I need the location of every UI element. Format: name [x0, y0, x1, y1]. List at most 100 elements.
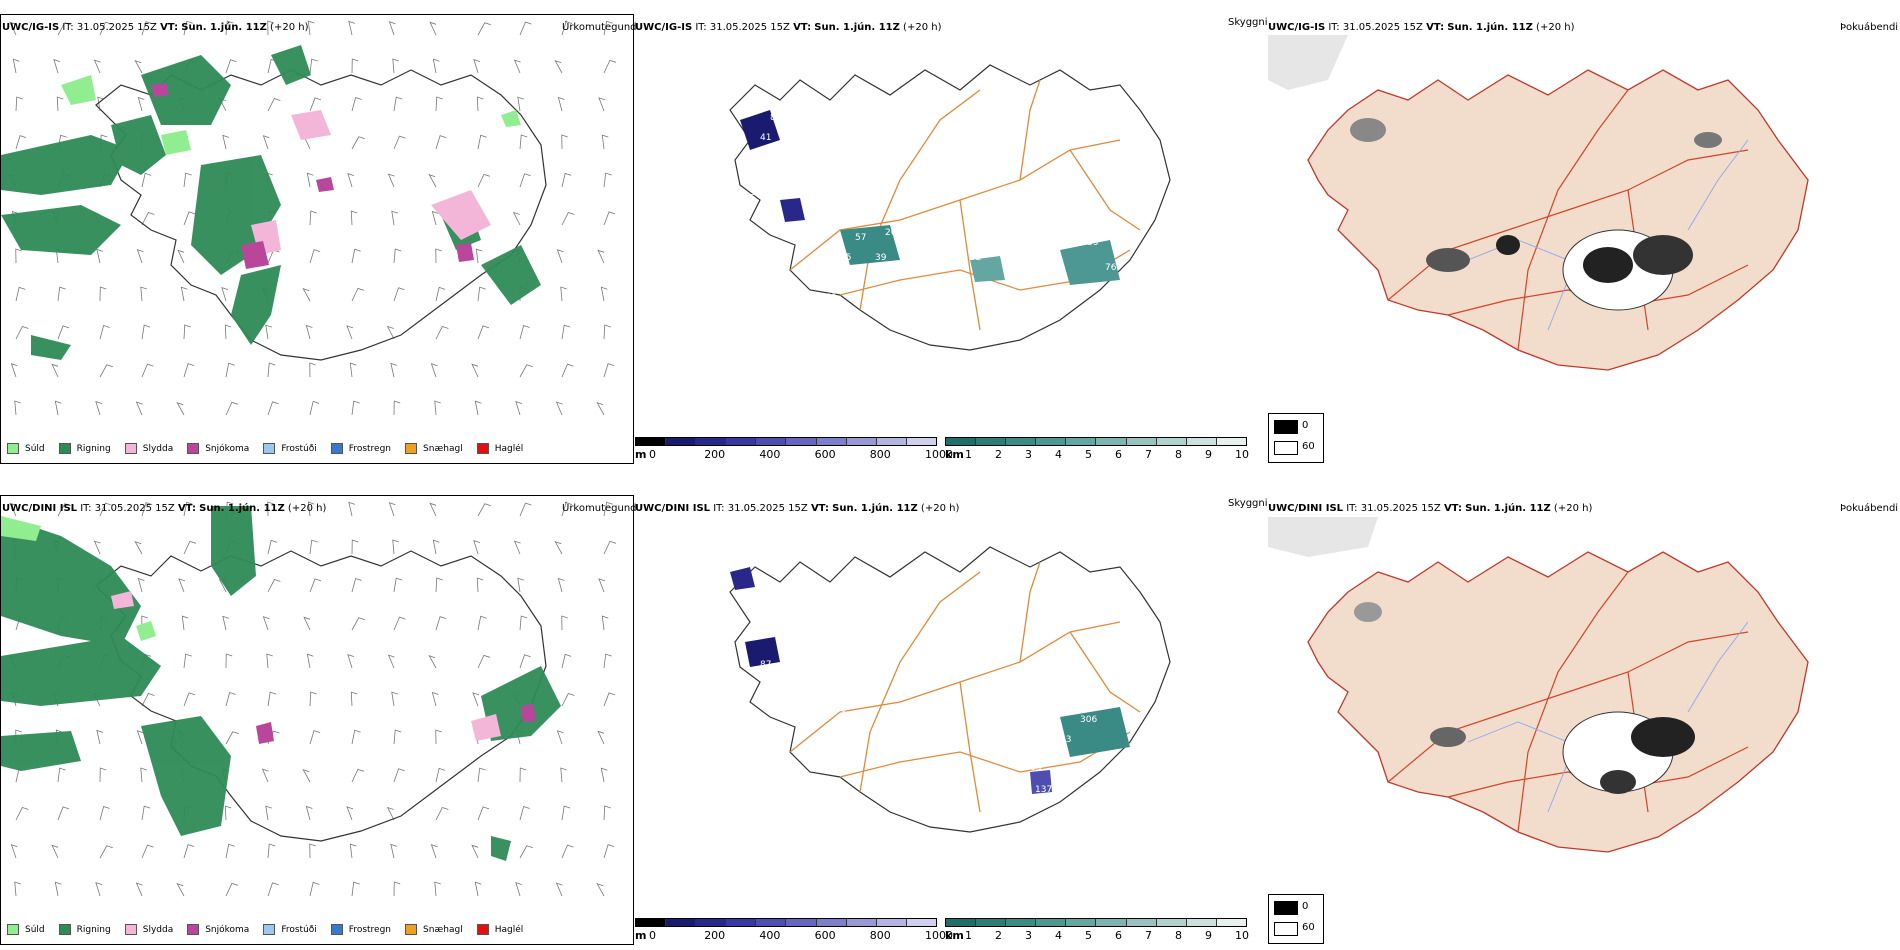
wind-barb: [519, 845, 533, 859]
wind-barb: [309, 578, 322, 593]
wind-barb: [477, 767, 486, 783]
wind-barb: [267, 579, 281, 593]
fog-legend-max: 60: [1302, 441, 1315, 452]
wind-barb: [51, 363, 59, 378]
wind-barb: [14, 881, 21, 897]
wind-barb: [515, 881, 523, 897]
colorbar-tick: 6: [1115, 448, 1122, 461]
wind-barb: [560, 767, 567, 783]
legend-label: Snæhagl: [423, 443, 463, 454]
colorbar-tick: 200: [704, 929, 726, 942]
wind-barb: [225, 401, 239, 416]
visibility-value-label: 306: [1080, 715, 1097, 725]
legend-label: Snjókoma: [205, 924, 250, 935]
valid-time: Sun. 1.jún. 11Z: [1447, 22, 1533, 33]
wind-barb: [429, 21, 437, 36]
wind-barb: [512, 211, 521, 226]
wind-barb: [603, 540, 617, 555]
colorbar-tick: 1: [965, 929, 972, 942]
wind-barb: [303, 616, 311, 631]
wind-barb: [603, 805, 611, 821]
wind-barb: [351, 617, 365, 631]
wind-barb: [435, 248, 442, 264]
wind-barb: [603, 501, 613, 517]
legend-item: Frostregn: [330, 924, 391, 935]
wind-barb: [351, 400, 360, 416]
wind-barb: [434, 881, 441, 897]
init-time: IT: 31.05.2025 15Z: [1328, 22, 1423, 33]
wind-barb: [476, 577, 484, 593]
wind-barb: [183, 20, 193, 36]
visibility-value-label: 32: [750, 188, 761, 198]
wind-barb: [386, 806, 395, 821]
legend-label: Slydda: [142, 443, 174, 454]
rain-areas: [1, 506, 561, 861]
wind-barb: [561, 653, 572, 669]
fog-legend-max: 60: [1302, 922, 1315, 933]
wind-barb: [603, 211, 616, 226]
wind-barb: [309, 210, 317, 226]
legend-swatch: [7, 924, 19, 935]
colorbar-tick: 200: [704, 448, 726, 461]
wind-barb: [309, 249, 321, 264]
wind-barb: [393, 287, 405, 302]
wind-barb: [391, 691, 398, 707]
init-time: IT: 31.05.2025 15Z: [713, 503, 808, 514]
wind-barb: [597, 249, 605, 264]
wind-barb: [600, 767, 608, 783]
wind-barb: [561, 324, 571, 340]
wind-barb: [96, 248, 103, 264]
wind-barb: [472, 692, 480, 707]
wind-barb: [267, 501, 274, 517]
wind-barb: [95, 400, 103, 416]
wind-barb: [266, 653, 273, 669]
wind-barb: [99, 767, 107, 783]
precip-map-top: [1, 20, 617, 416]
wind-barb: [428, 655, 437, 669]
wind-barb: [183, 692, 196, 707]
wind-barb: [9, 502, 17, 517]
colorbar-tick: 400: [759, 929, 781, 942]
wind-barb: [351, 729, 361, 745]
wind-barb: [393, 400, 401, 416]
wind-barb: [350, 210, 358, 226]
wind-barb: [99, 286, 107, 302]
legend-item: Snjókoma: [187, 443, 249, 454]
legend-swatch: [58, 443, 71, 454]
wind-barb: [141, 363, 154, 378]
colorbar-tick: 2: [995, 448, 1002, 461]
wind-barb: [225, 653, 233, 669]
wind-barb: [557, 577, 565, 593]
wind-barb: [513, 59, 521, 74]
wind-barb: [561, 805, 571, 821]
visibility-value-label: 92: [970, 253, 981, 263]
visibility-value-label: 22: [820, 271, 831, 281]
wind-barb: [477, 503, 491, 517]
wind-barb: [309, 881, 320, 897]
wind-barb: [603, 172, 612, 188]
visibility-value-label: 63: [1030, 763, 1041, 773]
legend-label: Frostúði: [281, 443, 317, 454]
wind-barb: [346, 325, 354, 340]
legend-swatch: [476, 443, 489, 454]
panel-header-top-fog: UWC/IG-IS IT: 31.05.2025 15Z VT: Sun. 1.…: [1268, 22, 1574, 34]
wind-barb: [351, 881, 360, 897]
colorbar-tick: 4: [1055, 448, 1062, 461]
wind-barb: [134, 60, 143, 74]
legend-swatch: [124, 443, 137, 454]
fog-map-bottom: [1268, 517, 1809, 853]
colorbar-tick: 5: [1085, 448, 1092, 461]
wind-barb: [392, 539, 399, 555]
wind-barb: [14, 400, 21, 416]
wind-barb: [430, 844, 438, 859]
precip-panel-bottom: Súld Rigning Slydda Snjókoma Frostúði Frostre…: [0, 495, 634, 945]
wind-barb: [557, 96, 565, 112]
legend-label: Rigning: [76, 924, 111, 935]
wind-barb: [560, 286, 567, 302]
wind-barb: [519, 767, 527, 783]
wind-barb: [267, 882, 279, 897]
legend-swatch: [405, 924, 418, 935]
panel-header-bottom-fog: UWC/DINI ISL IT: 31.05.2025 15Z VT: Sun.…: [1268, 503, 1592, 515]
wind-barb: [603, 324, 611, 340]
valid-time-label: VT:: [177, 503, 196, 514]
